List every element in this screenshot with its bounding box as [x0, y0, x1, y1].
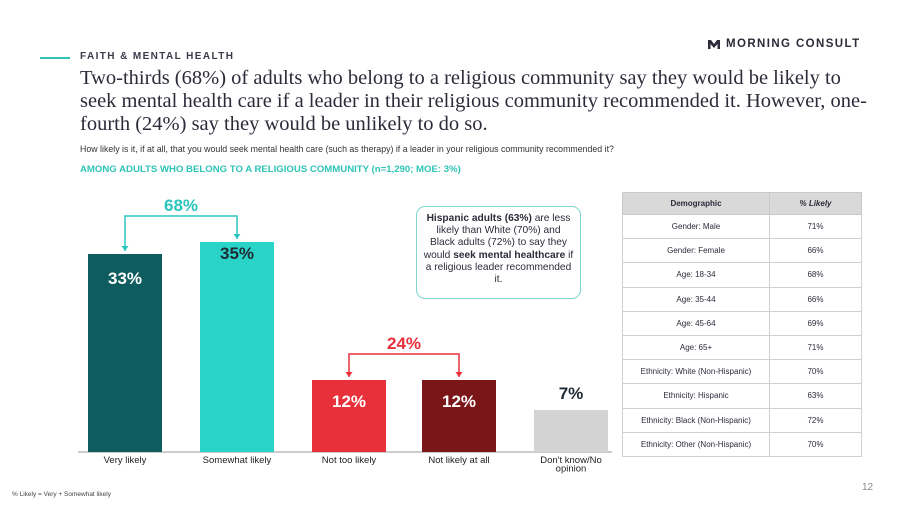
table-cell-demographic: Ethnicity: Other (Non-Hispanic): [622, 431, 770, 457]
table-row: Age: 35-44 66%: [622, 286, 862, 312]
table-cell-likely: 69%: [769, 310, 862, 336]
logo-text: MORNING CONSULT: [726, 38, 861, 50]
data-label-1: 35%: [220, 244, 254, 263]
table-row: Gender: Male 71%: [622, 213, 862, 240]
grouping-arrow-right-0: [233, 234, 241, 239]
category-label-1: Somewhat likely: [203, 455, 272, 466]
data-label-0: 33%: [108, 269, 142, 288]
footnote: % Likely = Very + Somewhat likely: [12, 491, 111, 498]
category-label-0: Very likely: [104, 455, 147, 466]
morning-consult-logo-icon: [708, 40, 720, 49]
table-row: Age: 65+ 71%: [622, 334, 862, 361]
callout-text-1: are less likely than White (70%) and Bla…: [423, 213, 571, 261]
data-label-3: 12%: [442, 392, 476, 411]
table-header-demographic: Demographic: [622, 192, 770, 215]
category-label-4: Don't know/No: [540, 455, 601, 466]
table-cell-demographic: Gender: Female: [622, 238, 770, 264]
table-header-likely: % Likely: [769, 192, 862, 215]
bar-chart: 33% Very likely 35% Somewhat likely 12% Not t…: [78, 196, 612, 475]
table-cell-demographic: Age: 45-64: [622, 310, 770, 336]
headline: Two-thirds (68%) of adults who belong to…: [80, 67, 867, 135]
callout-bold-1: Hispanic adults (63%): [426, 213, 532, 224]
category-label-3: Not likely at all: [428, 455, 489, 466]
table-row: Ethnicity: White (Non-Hispanic) 70%: [622, 359, 862, 385]
table-cell-demographic: Ethnicity: Black (Non-Hispanic): [622, 407, 770, 433]
table-cell-demographic: Age: 18-34: [622, 262, 770, 288]
table-cell-likely: 66%: [769, 286, 862, 312]
table-cell-demographic: Ethnicity: Hispanic: [622, 383, 770, 409]
section-label: FAITH & MENTAL HEALTH: [80, 51, 235, 62]
callout-text-2: if a religious leader recommended it.: [425, 249, 574, 286]
logo: MORNING CONSULT: [707, 37, 861, 51]
callout-bold-2: seek mental healthcare: [453, 249, 566, 261]
page-number: 12: [862, 482, 874, 493]
grouping-arrow-left-1: [345, 372, 353, 377]
grouping-label-1: 24%: [387, 334, 421, 353]
table-cell-likely: 72%: [769, 407, 862, 433]
demographic-table: Demographic % Likely Gender: Male 71% Gend…: [622, 192, 862, 457]
bar-2: [312, 380, 386, 452]
table-row: Ethnicity: Other (Non-Hispanic) 70%: [622, 431, 862, 457]
data-label-4: 7%: [559, 384, 584, 403]
table-row: Gender: Female 66%: [622, 238, 862, 264]
table-cell-likely: 71%: [769, 334, 862, 361]
grouping-bracket-0: [124, 215, 238, 251]
grouping-arrow-right-1: [455, 372, 463, 377]
table-cell-demographic: Ethnicity: White (Non-Hispanic): [622, 359, 770, 385]
bar-4: [534, 410, 608, 452]
table-cell-demographic: Age: 35-44: [622, 286, 770, 312]
table-row: Age: 45-64 69%: [622, 310, 862, 336]
callout-box: Hispanic adults (63%) are less likely th…: [416, 206, 581, 299]
grouping-label-0: 68%: [164, 196, 198, 215]
table-cell-likely: 66%: [769, 238, 862, 264]
table-cell-demographic: Gender: Male: [622, 213, 770, 240]
table-cell-likely: 70%: [769, 431, 862, 457]
table-cell-likely: 68%: [769, 262, 862, 288]
bar-0: [88, 254, 162, 452]
table-row: Ethnicity: Hispanic 63%: [622, 383, 862, 409]
table-row: Age: 18-34 68%: [622, 262, 862, 288]
category-label-2: Not too likely: [322, 455, 377, 466]
grouping-arrow-left-0: [121, 246, 129, 251]
category-label-4: opinion: [556, 464, 587, 475]
bar-1: [200, 242, 274, 452]
accent-line: [40, 57, 70, 59]
table-cell-likely: 63%: [769, 383, 862, 409]
table-cell-demographic: Age: 65+: [622, 334, 770, 361]
table-cell-likely: 71%: [769, 213, 862, 240]
bar-3: [422, 380, 496, 452]
survey-base: AMONG ADULTS WHO BELONG TO A RELIGIOUS C…: [80, 164, 461, 175]
table-header-row: Demographic % Likely: [622, 192, 862, 215]
data-label-2: 12%: [332, 392, 366, 411]
table-row: Ethnicity: Black (Non-Hispanic) 72%: [622, 407, 862, 433]
survey-question: How likely is it, if at all, that you wo…: [80, 144, 614, 154]
grouping-bracket-1: [348, 353, 460, 377]
table-cell-likely: 70%: [769, 359, 862, 385]
